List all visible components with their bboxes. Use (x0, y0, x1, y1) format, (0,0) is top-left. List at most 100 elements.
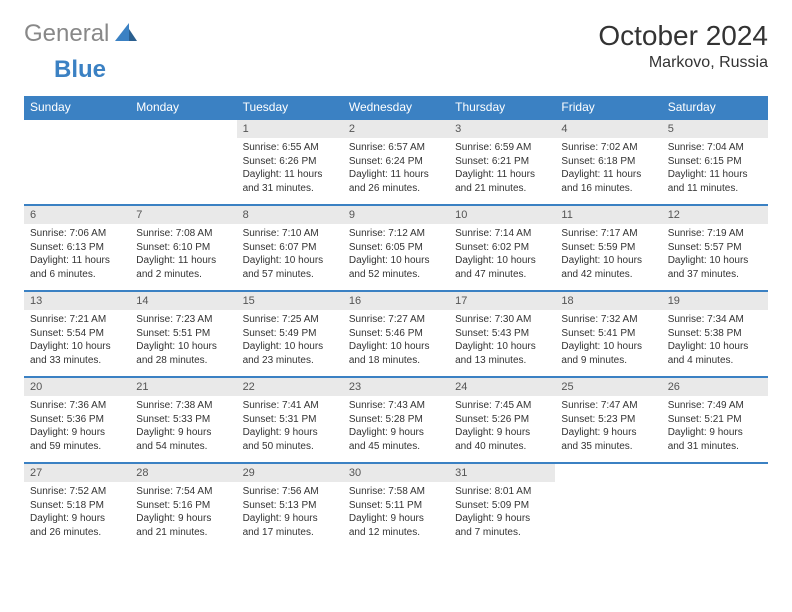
sunrise-text: Sunrise: 7:38 AM (136, 399, 230, 413)
sunrise-text: Sunrise: 7:12 AM (349, 227, 443, 241)
daylight-text: Daylight: 10 hours and 28 minutes. (136, 340, 230, 367)
day-number: 12 (662, 206, 768, 224)
day-content: Sunrise: 7:56 AMSunset: 5:13 PMDaylight:… (237, 482, 343, 543)
day-content: Sunrise: 7:14 AMSunset: 6:02 PMDaylight:… (449, 224, 555, 285)
daylight-text: Daylight: 9 hours and 40 minutes. (455, 426, 549, 453)
brand-text-2: Blue (54, 56, 106, 83)
sunrise-text: Sunrise: 7:30 AM (455, 313, 549, 327)
sunset-text: Sunset: 5:18 PM (30, 499, 124, 513)
day-number: 28 (130, 464, 236, 482)
daylight-text: Daylight: 10 hours and 33 minutes. (30, 340, 124, 367)
sunrise-text: Sunrise: 7:17 AM (561, 227, 655, 241)
sunset-text: Sunset: 6:07 PM (243, 241, 337, 255)
day-number: 18 (555, 292, 661, 310)
day-cell: 4Sunrise: 7:02 AMSunset: 6:18 PMDaylight… (555, 119, 661, 205)
day-cell: 9Sunrise: 7:12 AMSunset: 6:05 PMDaylight… (343, 205, 449, 291)
week-row: 27Sunrise: 7:52 AMSunset: 5:18 PMDayligh… (24, 463, 768, 549)
day-cell: 11Sunrise: 7:17 AMSunset: 5:59 PMDayligh… (555, 205, 661, 291)
week-row: 20Sunrise: 7:36 AMSunset: 5:36 PMDayligh… (24, 377, 768, 463)
day-cell: 27Sunrise: 7:52 AMSunset: 5:18 PMDayligh… (24, 463, 130, 549)
sunrise-text: Sunrise: 7:06 AM (30, 227, 124, 241)
day-content: Sunrise: 7:36 AMSunset: 5:36 PMDaylight:… (24, 396, 130, 457)
day-cell: 1Sunrise: 6:55 AMSunset: 6:26 PMDaylight… (237, 119, 343, 205)
sunset-text: Sunset: 5:38 PM (668, 327, 762, 341)
week-row: 13Sunrise: 7:21 AMSunset: 5:54 PMDayligh… (24, 291, 768, 377)
day-cell: 25Sunrise: 7:47 AMSunset: 5:23 PMDayligh… (555, 377, 661, 463)
sunrise-text: Sunrise: 7:36 AM (30, 399, 124, 413)
sunrise-text: Sunrise: 7:21 AM (30, 313, 124, 327)
daylight-text: Daylight: 11 hours and 6 minutes. (30, 254, 124, 281)
day-content: Sunrise: 7:47 AMSunset: 5:23 PMDaylight:… (555, 396, 661, 457)
day-content: Sunrise: 7:23 AMSunset: 5:51 PMDaylight:… (130, 310, 236, 371)
daylight-text: Daylight: 10 hours and 18 minutes. (349, 340, 443, 367)
sunset-text: Sunset: 5:57 PM (668, 241, 762, 255)
day-cell: 15Sunrise: 7:25 AMSunset: 5:49 PMDayligh… (237, 291, 343, 377)
day-number: 26 (662, 378, 768, 396)
brand-logo: General (24, 20, 139, 48)
week-row: 1Sunrise: 6:55 AMSunset: 6:26 PMDaylight… (24, 119, 768, 205)
day-number: 27 (24, 464, 130, 482)
day-content: Sunrise: 7:12 AMSunset: 6:05 PMDaylight:… (343, 224, 449, 285)
day-cell: 17Sunrise: 7:30 AMSunset: 5:43 PMDayligh… (449, 291, 555, 377)
sunset-text: Sunset: 6:21 PM (455, 155, 549, 169)
day-content: Sunrise: 7:27 AMSunset: 5:46 PMDaylight:… (343, 310, 449, 371)
sunrise-text: Sunrise: 6:57 AM (349, 141, 443, 155)
day-content: Sunrise: 8:01 AMSunset: 5:09 PMDaylight:… (449, 482, 555, 543)
day-header: Saturday (662, 96, 768, 119)
day-number: 14 (130, 292, 236, 310)
day-header: Sunday (24, 96, 130, 119)
day-content: Sunrise: 7:41 AMSunset: 5:31 PMDaylight:… (237, 396, 343, 457)
day-cell: 19Sunrise: 7:34 AMSunset: 5:38 PMDayligh… (662, 291, 768, 377)
day-content: Sunrise: 7:17 AMSunset: 5:59 PMDaylight:… (555, 224, 661, 285)
sunrise-text: Sunrise: 7:32 AM (561, 313, 655, 327)
day-content: Sunrise: 7:21 AMSunset: 5:54 PMDaylight:… (24, 310, 130, 371)
sunset-text: Sunset: 5:23 PM (561, 413, 655, 427)
daylight-text: Daylight: 9 hours and 50 minutes. (243, 426, 337, 453)
daylight-text: Daylight: 11 hours and 11 minutes. (668, 168, 762, 195)
day-cell: 31Sunrise: 8:01 AMSunset: 5:09 PMDayligh… (449, 463, 555, 549)
sunrise-text: Sunrise: 7:34 AM (668, 313, 762, 327)
daylight-text: Daylight: 11 hours and 2 minutes. (136, 254, 230, 281)
sunset-text: Sunset: 5:13 PM (243, 499, 337, 513)
day-content: Sunrise: 7:10 AMSunset: 6:07 PMDaylight:… (237, 224, 343, 285)
sunset-text: Sunset: 5:33 PM (136, 413, 230, 427)
day-number: 20 (24, 378, 130, 396)
day-content: Sunrise: 7:19 AMSunset: 5:57 PMDaylight:… (662, 224, 768, 285)
sunset-text: Sunset: 6:13 PM (30, 241, 124, 255)
day-content: Sunrise: 7:49 AMSunset: 5:21 PMDaylight:… (662, 396, 768, 457)
day-cell (24, 119, 130, 205)
day-number: 29 (237, 464, 343, 482)
day-header: Thursday (449, 96, 555, 119)
daylight-text: Daylight: 9 hours and 21 minutes. (136, 512, 230, 539)
day-cell: 24Sunrise: 7:45 AMSunset: 5:26 PMDayligh… (449, 377, 555, 463)
day-cell: 14Sunrise: 7:23 AMSunset: 5:51 PMDayligh… (130, 291, 236, 377)
daylight-text: Daylight: 10 hours and 9 minutes. (561, 340, 655, 367)
sunset-text: Sunset: 5:43 PM (455, 327, 549, 341)
sunrise-text: Sunrise: 7:14 AM (455, 227, 549, 241)
day-cell: 29Sunrise: 7:56 AMSunset: 5:13 PMDayligh… (237, 463, 343, 549)
daylight-text: Daylight: 9 hours and 35 minutes. (561, 426, 655, 453)
day-cell: 6Sunrise: 7:06 AMSunset: 6:13 PMDaylight… (24, 205, 130, 291)
day-number: 13 (24, 292, 130, 310)
sunset-text: Sunset: 5:16 PM (136, 499, 230, 513)
day-header: Wednesday (343, 96, 449, 119)
day-number: 4 (555, 120, 661, 138)
sunrise-text: Sunrise: 7:04 AM (668, 141, 762, 155)
sunset-text: Sunset: 5:26 PM (455, 413, 549, 427)
daylight-text: Daylight: 9 hours and 12 minutes. (349, 512, 443, 539)
day-number: 10 (449, 206, 555, 224)
day-header: Friday (555, 96, 661, 119)
day-content: Sunrise: 7:04 AMSunset: 6:15 PMDaylight:… (662, 138, 768, 199)
day-content: Sunrise: 6:57 AMSunset: 6:24 PMDaylight:… (343, 138, 449, 199)
day-number: 9 (343, 206, 449, 224)
day-content: Sunrise: 7:30 AMSunset: 5:43 PMDaylight:… (449, 310, 555, 371)
sunset-text: Sunset: 6:02 PM (455, 241, 549, 255)
sunset-text: Sunset: 5:11 PM (349, 499, 443, 513)
day-cell: 28Sunrise: 7:54 AMSunset: 5:16 PMDayligh… (130, 463, 236, 549)
day-number: 22 (237, 378, 343, 396)
sunrise-text: Sunrise: 7:08 AM (136, 227, 230, 241)
day-header-row: SundayMondayTuesdayWednesdayThursdayFrid… (24, 96, 768, 119)
sunset-text: Sunset: 5:54 PM (30, 327, 124, 341)
day-cell: 5Sunrise: 7:04 AMSunset: 6:15 PMDaylight… (662, 119, 768, 205)
day-cell (555, 463, 661, 549)
